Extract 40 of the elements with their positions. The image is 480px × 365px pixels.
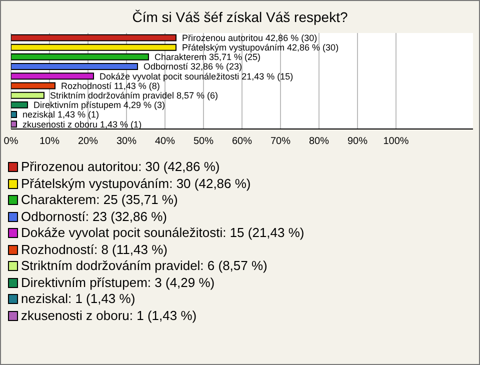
x-tick-label: 40% <box>154 136 176 148</box>
x-tick-label: 70% <box>270 136 291 148</box>
chart-title: Čím si Váš šéf získal Váš respekt? <box>131 9 349 27</box>
category-label: Dokáže vyvolat pocit sounáležitosti 21,43 % (15) <box>100 71 294 82</box>
bar <box>11 111 18 118</box>
bar <box>11 101 28 108</box>
bar <box>11 53 149 60</box>
category-label: Charakterem 35,71 % (25) <box>154 52 261 62</box>
text: Rozhodností: 8 (11,43 %) <box>21 242 168 258</box>
category-label: Přátelským vystupováním 42,86 % (30) <box>182 42 339 52</box>
category-label: Rozhodností 11,43 % (8) <box>61 80 160 91</box>
text: Přátelským vystupováním: 30 (42,86 %) <box>21 176 251 192</box>
bar <box>11 72 94 80</box>
text: neziskal: 1 (1,43 %) <box>21 291 136 308</box>
bar <box>11 34 177 42</box>
x-tick-label: 90% <box>347 136 368 148</box>
text: Charakterem: 25 (35,71 %) <box>21 192 178 208</box>
x-tick-label: 50% <box>193 136 214 148</box>
bar <box>11 92 44 99</box>
x-tick-label: 100% <box>383 136 409 148</box>
bar <box>11 82 56 90</box>
category-label: Odborností 32,86 % (23) <box>144 62 242 72</box>
text: Dokáže vyvolat pocit sounáležitosti: 15 (21,43 %) <box>21 225 304 242</box>
category-label: Striktním dodržováním pravidel 8,57 % (6) <box>50 90 218 100</box>
x-tick-label: 0% <box>4 136 18 148</box>
x-tick-label: 80% <box>308 136 330 148</box>
x-tick-label: 10% <box>39 136 60 148</box>
category-label: neziskal 1,43 % (1) <box>22 110 100 120</box>
text: zkusenosti z oboru: 1 (1,43 %) <box>21 308 197 324</box>
category-label: Direktivním přístupem 4,29 % (3) <box>34 100 166 110</box>
x-tick-label: 60% <box>232 136 252 148</box>
x-tick-label: 20% <box>78 136 98 148</box>
text: Přirozenou autoritou: 30 (42,86 %) <box>21 159 220 176</box>
text: Odborností: 23 (32,86 %) <box>21 208 167 225</box>
bar <box>11 63 138 70</box>
text: Striktním dodržováním pravidel: 6 (8,57 %) <box>21 258 268 274</box>
category-label: Přirozenou autoritou 42,86 % (30) <box>182 32 318 43</box>
x-tick-label: 30% <box>116 136 137 148</box>
text: Direktivním přístupem: 3 (4,29 %) <box>21 274 215 291</box>
bar <box>11 44 177 51</box>
